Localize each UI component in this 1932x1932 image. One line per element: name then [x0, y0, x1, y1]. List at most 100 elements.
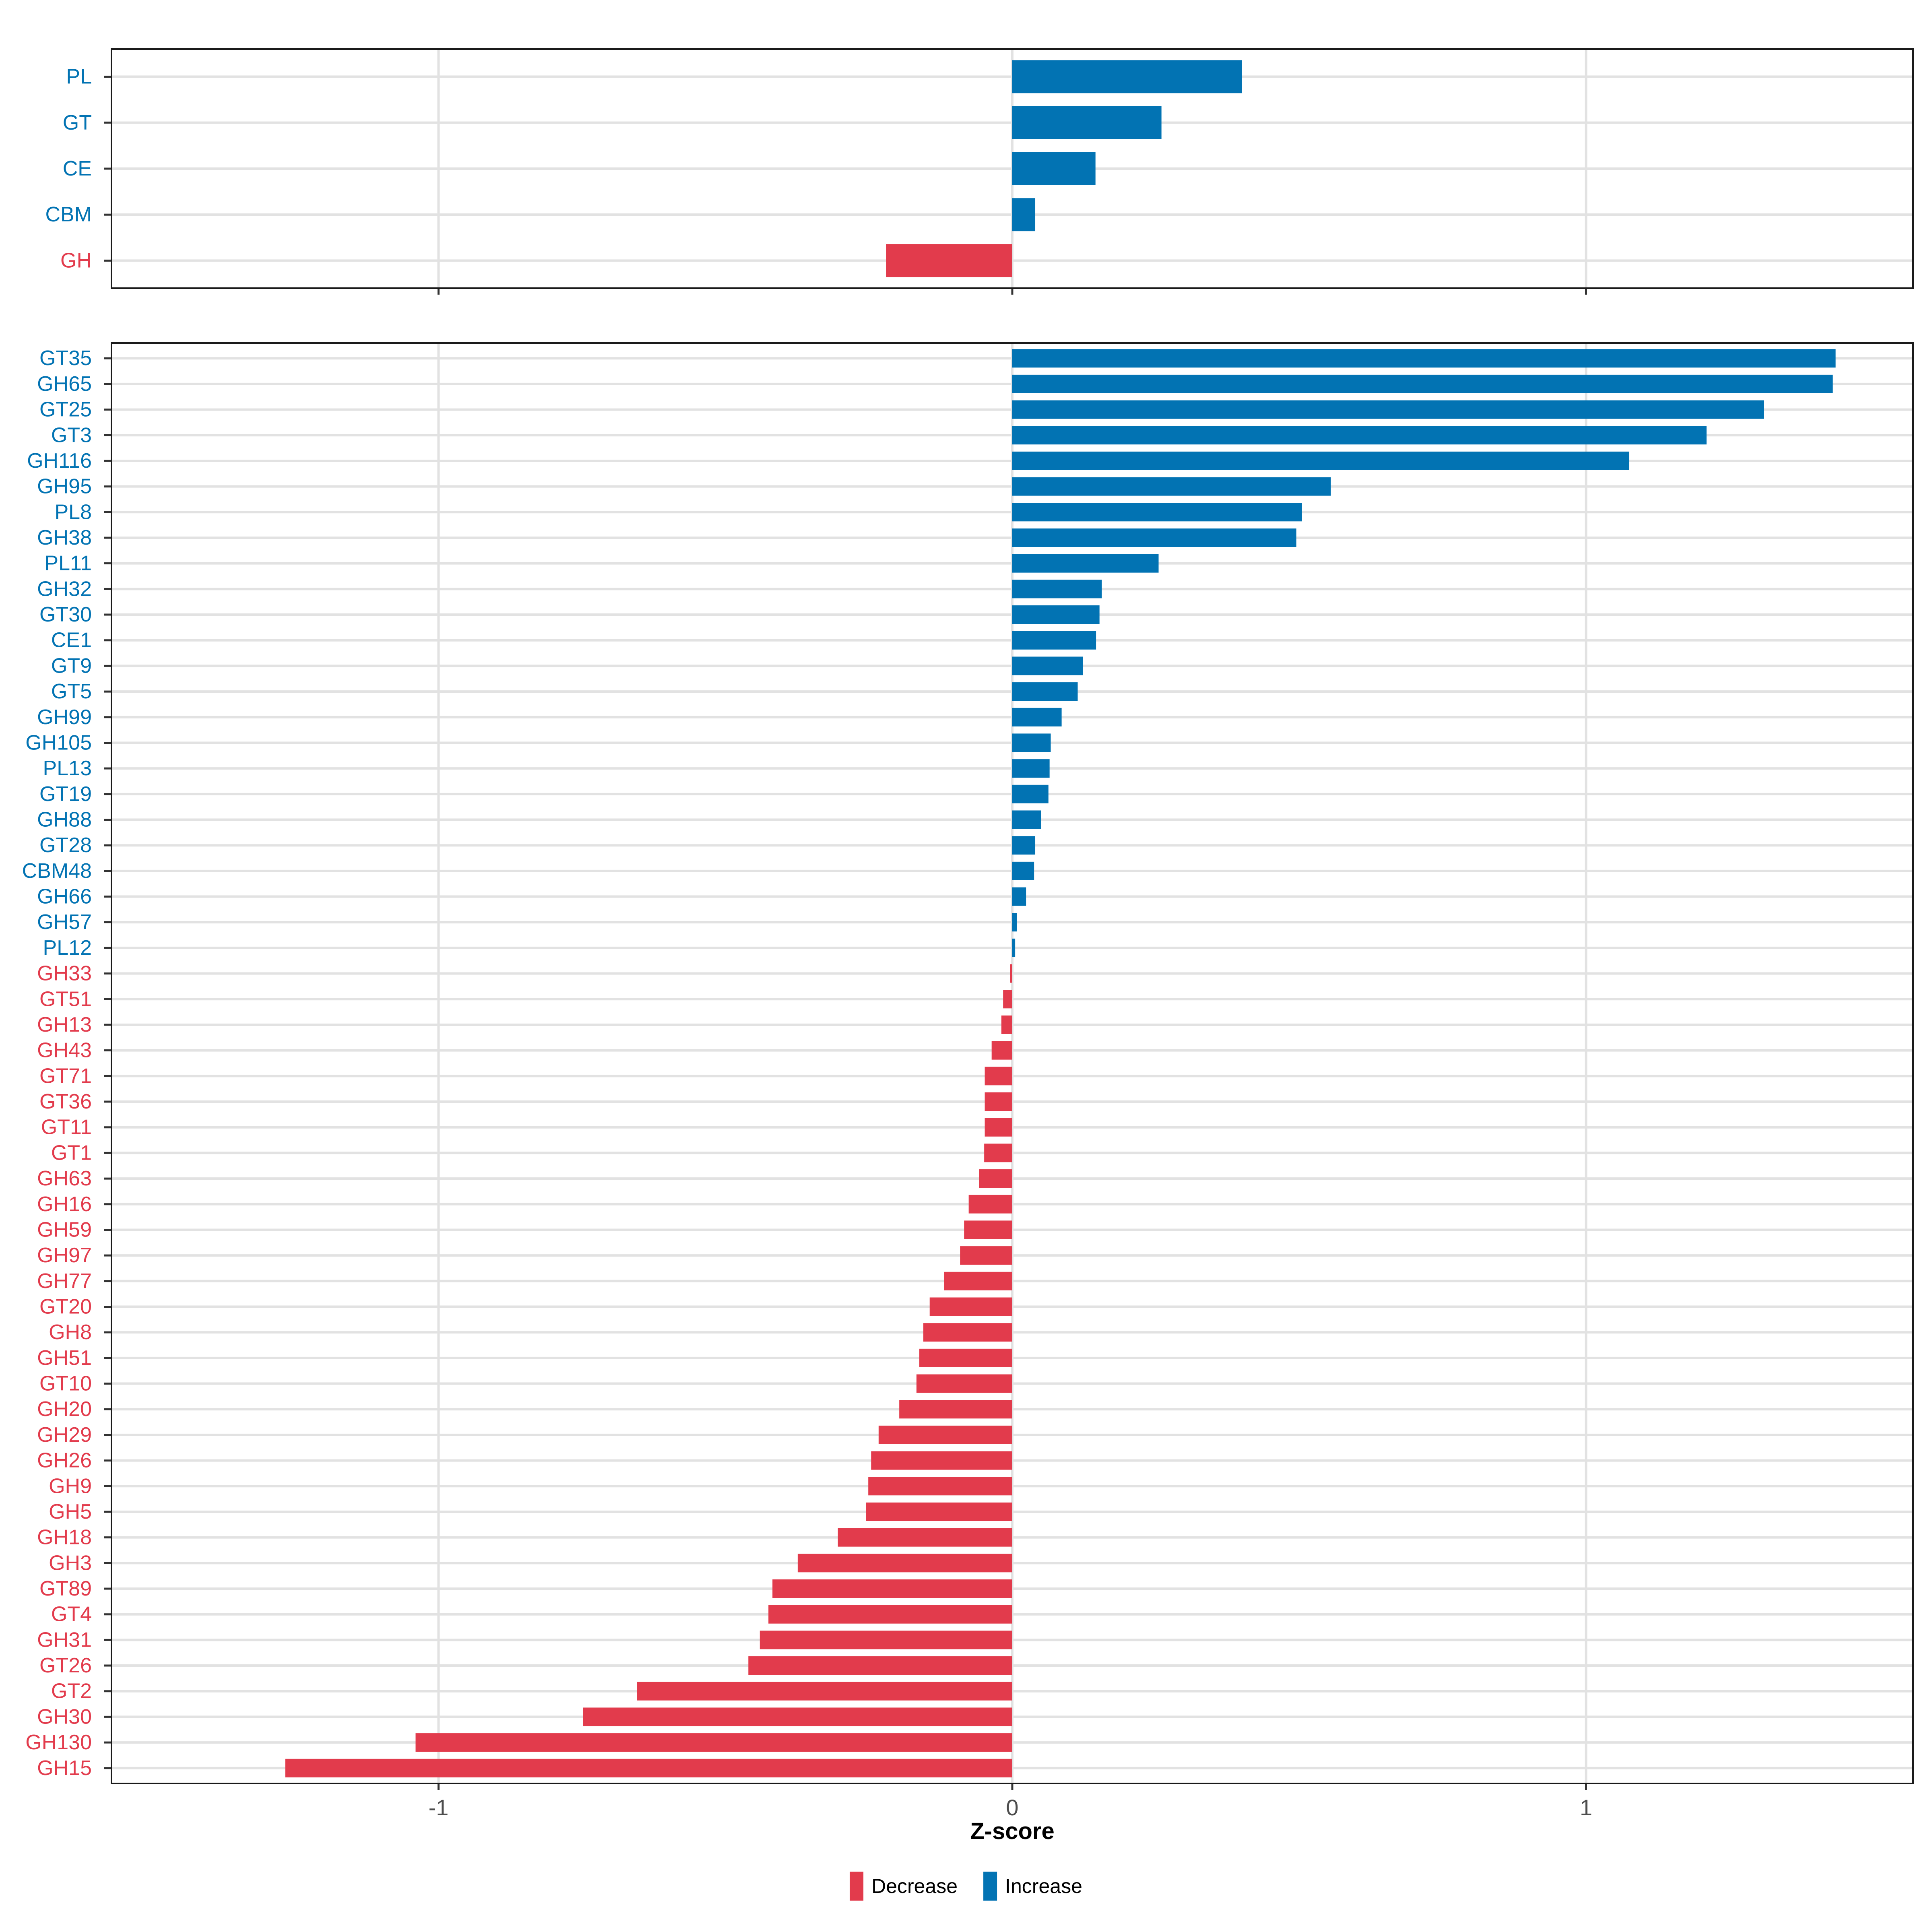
x-tick-label-1: 1 [1580, 1795, 1592, 1820]
category-label-GT51: GT51 [39, 987, 92, 1011]
category-label-PL13: PL13 [43, 757, 92, 780]
category-label-GT28: GT28 [39, 834, 92, 857]
category-label-GH8: GH8 [49, 1321, 92, 1344]
bar-GH59 [964, 1220, 1012, 1239]
category-label-GH97: GH97 [37, 1244, 92, 1267]
category-label-PL11: PL11 [44, 552, 92, 575]
legend: Decrease Increase [850, 1872, 1082, 1901]
category-label-CE: CE [63, 157, 92, 180]
category-label-GH30: GH30 [37, 1705, 92, 1728]
legend-label-increase: Increase [1005, 1875, 1082, 1897]
category-label-GT4: GT4 [51, 1603, 92, 1626]
bar-GH32 [1012, 580, 1102, 599]
category-label-GH38: GH38 [37, 526, 92, 549]
bar-GH33 [1010, 964, 1012, 983]
category-label-GT25: GT25 [39, 398, 92, 421]
category-label-GH9: GH9 [49, 1474, 92, 1498]
category-label-GH66: GH66 [37, 885, 92, 908]
bar-GT10 [916, 1374, 1012, 1393]
bar-CBM48 [1012, 861, 1034, 880]
bar-GH30 [583, 1707, 1012, 1726]
category-label-GH63: GH63 [37, 1167, 92, 1190]
bar-GH130 [415, 1733, 1012, 1752]
bar-GT30 [1012, 605, 1100, 624]
category-label-GH31: GH31 [37, 1628, 92, 1651]
bar-GT20 [929, 1297, 1012, 1316]
bar-GT3 [1012, 426, 1707, 445]
bar-GT9 [1012, 656, 1083, 675]
category-label-CBM48: CBM48 [22, 859, 92, 883]
category-label-GH3: GH3 [49, 1551, 92, 1575]
category-label-GH57: GH57 [37, 910, 92, 934]
category-label-GT5: GT5 [51, 680, 92, 703]
category-label-GH: GH [60, 249, 92, 272]
category-label-GH51: GH51 [37, 1346, 92, 1370]
category-label-GT89: GT89 [39, 1577, 92, 1600]
category-label-GH116: GH116 [27, 449, 92, 473]
category-label-GT36: GT36 [39, 1090, 92, 1113]
x-tick-label--1: -1 [429, 1795, 449, 1820]
bar-GH88 [1012, 810, 1041, 829]
bar-GH77 [944, 1271, 1012, 1290]
bar-GH9 [868, 1477, 1012, 1496]
category-label-GT10: GT10 [39, 1372, 92, 1395]
panel-border-cazyme-class [111, 48, 1914, 289]
legend-swatch-decrease-icon [850, 1872, 864, 1901]
bar-GH16 [968, 1195, 1012, 1214]
bar-PL [1012, 60, 1242, 93]
x-tick-label-0: 0 [1006, 1795, 1018, 1820]
bar-GH [886, 244, 1012, 277]
bar-GH8 [923, 1323, 1012, 1342]
legend-swatch-increase-icon [983, 1872, 997, 1901]
category-label-GH16: GH16 [37, 1193, 92, 1216]
bar-GH43 [991, 1041, 1012, 1060]
bar-GH65 [1012, 374, 1833, 393]
bar-GT2 [637, 1682, 1012, 1701]
category-label-GH26: GH26 [37, 1449, 92, 1472]
bar-GT4 [768, 1605, 1012, 1624]
category-label-GT9: GT9 [51, 654, 92, 677]
category-label-GH43: GH43 [37, 1039, 92, 1062]
bar-PL8 [1012, 503, 1302, 522]
bar-GH116 [1012, 451, 1629, 470]
category-label-GT20: GT20 [39, 1295, 92, 1318]
bar-GH15 [285, 1759, 1013, 1777]
category-label-GT30: GT30 [39, 603, 92, 626]
category-label-GT: GT [63, 111, 92, 134]
category-label-GH18: GH18 [37, 1526, 92, 1549]
category-label-GH33: GH33 [37, 962, 92, 985]
category-label-GH88: GH88 [37, 808, 92, 832]
category-label-PL: PL [66, 65, 92, 89]
bar-CE1 [1012, 631, 1096, 650]
bar-GT1 [984, 1144, 1012, 1162]
bar-GT36 [985, 1092, 1012, 1111]
legend-item-increase: Increase [983, 1872, 1082, 1901]
bar-GH99 [1012, 708, 1062, 727]
bar-GH105 [1012, 733, 1051, 752]
bar-GH95 [1012, 477, 1331, 496]
category-label-GH32: GH32 [37, 577, 92, 601]
bar-GH3 [797, 1554, 1012, 1573]
category-label-CBM: CBM [45, 203, 92, 226]
category-label-GT1: GT1 [51, 1141, 92, 1164]
panel-border-cazyme-family [111, 342, 1914, 1784]
bar-PL11 [1012, 554, 1159, 573]
bar-GH57 [1012, 913, 1017, 932]
bar-GT28 [1012, 836, 1036, 855]
category-label-GT35: GT35 [39, 347, 92, 370]
bar-GH66 [1012, 887, 1026, 906]
category-label-GT3: GT3 [51, 423, 92, 447]
bar-GT25 [1012, 400, 1764, 419]
category-label-CE1: CE1 [51, 629, 92, 652]
category-label-GH95: GH95 [37, 475, 92, 498]
bar-GT [1012, 106, 1162, 139]
bar-GH63 [979, 1169, 1012, 1188]
bar-GH29 [878, 1425, 1012, 1444]
category-label-GH20: GH20 [37, 1397, 92, 1421]
category-label-GT26: GT26 [39, 1654, 92, 1677]
bar-GT51 [1003, 990, 1012, 1009]
bar-GT5 [1012, 682, 1078, 701]
bar-GH38 [1012, 528, 1296, 547]
category-label-GT2: GT2 [51, 1680, 92, 1703]
